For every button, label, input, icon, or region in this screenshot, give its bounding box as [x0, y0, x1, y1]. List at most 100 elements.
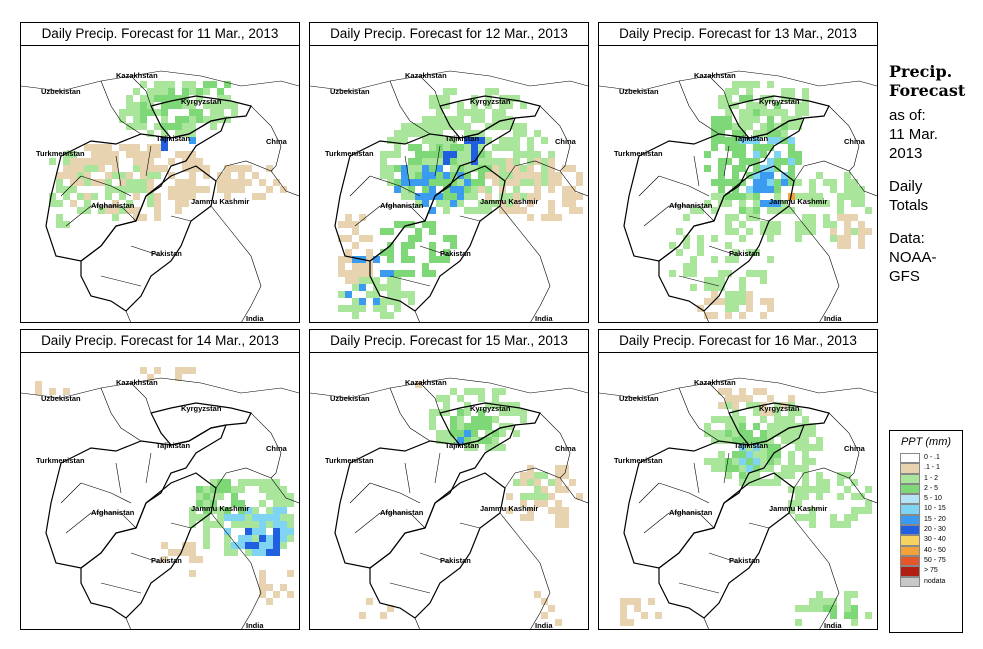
precip-cell [266, 584, 273, 591]
precip-cell [189, 549, 196, 556]
legend-swatch [900, 566, 920, 577]
border-line [643, 205, 670, 227]
precip-cell [443, 200, 450, 207]
precip-cell [774, 423, 781, 430]
precip-cell [133, 207, 140, 214]
precip-cell [119, 207, 126, 214]
precip-cell [429, 416, 436, 423]
precip-cell [788, 88, 795, 95]
map-label-tajikistan: Tajikistan [156, 134, 190, 143]
precip-cell [492, 123, 499, 130]
precip-cell [203, 172, 210, 179]
precip-cell [492, 395, 499, 402]
precip-cell [464, 144, 471, 151]
precip-cell [238, 535, 245, 542]
precip-cell [161, 165, 168, 172]
precip-cell [450, 88, 457, 95]
precip-cell [147, 151, 154, 158]
border-line [643, 512, 670, 534]
precip-cell [245, 535, 252, 542]
precip-cell [732, 214, 739, 221]
precip-cell [513, 151, 520, 158]
precip-cell [436, 130, 443, 137]
precip-cell [830, 235, 837, 242]
precip-cell [471, 165, 478, 172]
precip-cell [739, 81, 746, 88]
precip-cell [464, 172, 471, 179]
precip-cell [641, 612, 648, 619]
precip-cell [732, 409, 739, 416]
precip-cell [774, 221, 781, 228]
precip-cell [753, 116, 760, 123]
precip-cell [718, 179, 725, 186]
precip-cell [534, 151, 541, 158]
precip-cell [781, 200, 788, 207]
precip-cell [112, 165, 119, 172]
precip-cell [373, 305, 380, 312]
precip-cell [690, 263, 697, 270]
precip-cell [513, 165, 520, 172]
map-label-uzbekistan: Uzbekistan [619, 394, 659, 403]
precip-cell [189, 570, 196, 577]
precip-cell [210, 123, 217, 130]
precip-cell [182, 88, 189, 95]
precip-cell [739, 109, 746, 116]
precip-cell [77, 165, 84, 172]
precip-cell [711, 312, 718, 319]
precip-cell [252, 549, 259, 556]
precip-cell [569, 207, 576, 214]
legend-title: PPT (mm) [900, 436, 952, 448]
precip-cell [429, 102, 436, 109]
border-line [130, 382, 152, 414]
precip-cell [133, 102, 140, 109]
precip-cell [718, 102, 725, 109]
precip-cell [408, 123, 415, 130]
precip-cell [408, 158, 415, 165]
precip-cell [359, 305, 366, 312]
precip-cell [478, 388, 485, 395]
precip-cell [527, 144, 534, 151]
precip-cell [620, 598, 627, 605]
precip-cell [534, 500, 541, 507]
precip-cell [450, 144, 457, 151]
border-line [419, 382, 441, 414]
precip-cell [506, 137, 513, 144]
precip-cell [739, 284, 746, 291]
precip-cell [119, 144, 126, 151]
precip-cell [203, 528, 210, 535]
precip-cell [492, 165, 499, 172]
precip-cell [252, 193, 259, 200]
precip-cell [394, 137, 401, 144]
precip-cell [788, 465, 795, 472]
precip-cell [774, 109, 781, 116]
precip-cell [273, 507, 280, 514]
precip-cell [513, 137, 520, 144]
precip-cell [788, 451, 795, 458]
precip-cell [217, 479, 224, 486]
precip-cell [259, 514, 266, 521]
precip-cell [450, 242, 457, 249]
precip-cell [725, 200, 732, 207]
precip-cell [168, 158, 175, 165]
precip-cell [373, 256, 380, 263]
precip-cell [802, 95, 809, 102]
precip-cell [527, 507, 534, 514]
precip-cell [816, 437, 823, 444]
precip-cell [154, 95, 161, 102]
precip-cell [816, 605, 823, 612]
precip-cell [175, 95, 182, 102]
precip-cell [280, 584, 287, 591]
precip-cell [774, 458, 781, 465]
map-label-india: India [535, 314, 553, 323]
precip-cell [732, 102, 739, 109]
precip-cell [746, 437, 753, 444]
precip-cell [231, 486, 238, 493]
precip-cell [436, 409, 443, 416]
precip-cell [287, 514, 294, 521]
precip-cell [238, 514, 245, 521]
precip-cell [711, 284, 718, 291]
precip-cell [394, 291, 401, 298]
precip-cell [718, 298, 725, 305]
map-labels: UzbekistanKazakhstanKyrgyzstanTajikistan… [36, 378, 288, 630]
precip-cell [84, 207, 91, 214]
